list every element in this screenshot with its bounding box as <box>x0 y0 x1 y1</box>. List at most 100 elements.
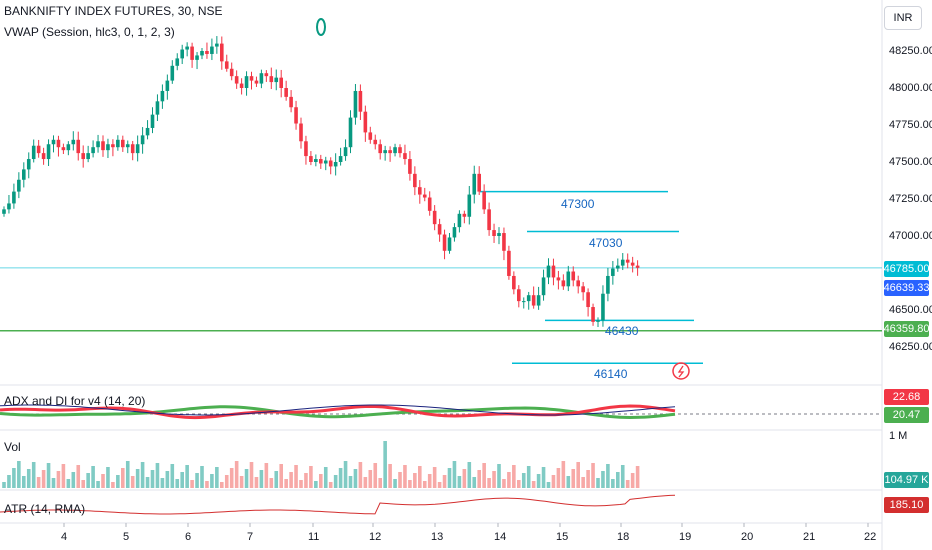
volume-bar-88 <box>437 482 442 488</box>
candle-body-23 <box>116 139 120 148</box>
hline-price-tag: 46359.80 <box>883 321 930 337</box>
adx-title[interactable]: ADX and DI for v4 (14, 20) <box>4 394 146 408</box>
candle-body-108 <box>536 295 541 306</box>
volume-bar-120 <box>596 478 600 488</box>
candle-body-106 <box>526 295 531 302</box>
candle-body-111 <box>551 265 556 278</box>
candle-body-100 <box>497 233 501 236</box>
candle-body-121 <box>601 293 605 321</box>
candle-body-13 <box>66 144 71 151</box>
volume-bar-35 <box>175 479 180 488</box>
volume-bar-82 <box>408 480 412 488</box>
candle-body-91 <box>452 227 457 238</box>
candle-body-99 <box>492 230 496 236</box>
candle-body-4 <box>22 169 26 180</box>
candle-body-6 <box>31 145 36 160</box>
volume-bar-111 <box>551 475 556 488</box>
candle-body-56 <box>279 77 283 88</box>
candle-body-96 <box>477 173 481 192</box>
volume-bar-106 <box>526 466 531 488</box>
candle-body-26 <box>130 144 135 154</box>
volume-bar-20 <box>101 474 105 488</box>
x-tick-21: 21 <box>803 531 816 543</box>
candle-body-43 <box>215 43 219 47</box>
y-tick-47250: 47250.00 <box>889 193 932 205</box>
volume-bar-74 <box>368 470 373 488</box>
candle-body-104 <box>517 289 521 302</box>
volume-bar-63 <box>314 481 318 488</box>
vwap-circle-mark <box>316 18 326 36</box>
candle-body-31 <box>155 101 160 115</box>
candle-body-75 <box>373 139 378 145</box>
volume-bar-6 <box>31 462 36 488</box>
candle-body-65 <box>323 160 328 164</box>
candle-body-78 <box>388 150 392 154</box>
vol-title[interactable]: Vol <box>4 440 21 454</box>
level-label-47030: 47030 <box>589 236 623 250</box>
candle-body-77 <box>383 150 387 154</box>
volume-bar-114 <box>566 476 571 488</box>
chart-title: BANKNIFTY INDEX FUTURES, 30, NSE <box>4 4 223 18</box>
volume-bar-47 <box>234 461 239 488</box>
volume-bar-37 <box>185 465 189 488</box>
volume-bar-21 <box>106 467 110 488</box>
candle-body-85 <box>422 194 427 198</box>
candle-body-0 <box>2 209 6 214</box>
atr-tag: 185.10 <box>884 497 929 513</box>
atr-title[interactable]: ATR (14, RMA) <box>4 502 86 516</box>
x-tick-13: 13 <box>431 531 444 543</box>
volume-bar-29 <box>145 477 150 488</box>
candle-body-102 <box>507 250 511 276</box>
volume-bar-50 <box>249 462 254 488</box>
vol-scale-label: 1 M <box>889 430 908 442</box>
candle-body-70 <box>348 117 353 148</box>
candle-body-62 <box>309 156 313 162</box>
vwap-indicator-label[interactable]: VWAP (Session, hlc3, 0, 1, 2, 3) <box>4 25 175 39</box>
volume-bar-89 <box>442 475 447 488</box>
volume-bar-95 <box>472 477 477 488</box>
volume-bar-112 <box>556 468 561 488</box>
volume-bar-115 <box>571 469 576 488</box>
candle-body-81 <box>403 153 407 160</box>
x-tick-4: 4 <box>61 531 68 543</box>
volume-bar-68 <box>338 468 343 488</box>
candle-body-59 <box>294 107 298 124</box>
candle-body-57 <box>284 88 288 97</box>
adx-minus-di-tag: 20.47 <box>884 407 929 423</box>
y-tick-46250: 46250.00 <box>889 341 932 353</box>
candle-body-16 <box>81 153 85 160</box>
volume-bar-5 <box>26 469 31 488</box>
volume-bar-71 <box>353 469 358 488</box>
y-tick-47000: 47000.00 <box>889 230 932 242</box>
volume-bar-93 <box>462 469 467 488</box>
volume-bar-17 <box>86 473 90 488</box>
candle-body-40 <box>200 51 204 56</box>
volume-bar-16 <box>81 480 85 488</box>
volume-bar-34 <box>170 464 175 488</box>
atr-line <box>0 494 676 515</box>
x-tick-19: 19 <box>679 531 692 543</box>
volume-bar-119 <box>591 463 595 488</box>
alert-icon <box>672 362 690 380</box>
candle-body-10 <box>51 139 56 145</box>
volume-bar-96 <box>477 470 481 488</box>
candle-body-39 <box>195 55 199 60</box>
minus-di-line <box>0 405 676 420</box>
candle-body-74 <box>368 132 373 140</box>
candle-body-95 <box>472 173 477 195</box>
candle-body-115 <box>571 271 576 281</box>
volume-bar-52 <box>259 470 264 488</box>
volume-bar-126 <box>625 480 630 488</box>
level-label-46430: 46430 <box>605 324 639 338</box>
candle-body-112 <box>556 277 561 281</box>
volume-bar-70 <box>348 476 353 488</box>
candle-body-105 <box>521 301 526 303</box>
candle-body-25 <box>125 144 130 148</box>
volume-bar-27 <box>135 469 140 488</box>
volume-bar-59 <box>294 465 298 488</box>
volume-bar-25 <box>125 461 130 488</box>
currency-button[interactable]: INR <box>884 6 922 30</box>
x-tick-6: 6 <box>185 531 192 543</box>
